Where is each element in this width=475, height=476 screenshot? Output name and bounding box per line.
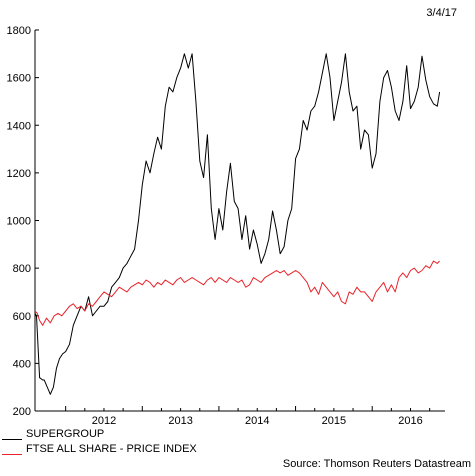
source-note: Source: Thomson Reuters Datastream (282, 458, 471, 470)
y-tick-label: 1200 (7, 168, 31, 180)
series-lines (34, 53, 441, 395)
y-tick-label: 1600 (7, 73, 31, 85)
legend-swatch-supergroup (2, 438, 22, 440)
y-tick-label: 1400 (7, 120, 31, 132)
y-tick-label: 1800 (7, 25, 31, 37)
x-tick-label: 2012 (92, 415, 116, 427)
y-tick-label: 200 (13, 406, 31, 418)
x-tick-labels: 2012 2013 2014 2015 2016 (92, 415, 423, 427)
chart-axes (34, 29, 445, 412)
x-tick-label: 2016 (398, 415, 422, 427)
legend-item-supergroup: SUPERGROUP (2, 428, 104, 440)
y-tick-label: 1000 (7, 216, 31, 228)
legend-label-supergroup: SUPERGROUP (26, 428, 105, 440)
x-tick-label: 2013 (168, 415, 192, 427)
y-tick-label: 600 (13, 311, 31, 323)
chart-date: 3/4/17 (426, 7, 457, 19)
x-tick-label: 2015 (322, 415, 346, 427)
series-line-ftse (34, 260, 440, 326)
legend-label-ftse: FTSE ALL SHARE - PRICE INDEX (26, 443, 197, 455)
legend-item-ftse: FTSE ALL SHARE - PRICE INDEX (2, 443, 197, 455)
series-line-supergroup (34, 53, 441, 395)
legend-swatch-ftse (2, 453, 22, 455)
x-tick-label: 2014 (245, 415, 269, 427)
y-tick-label: 800 (13, 263, 31, 275)
y-tick-labels: 200 400 600 800 1000 1200 1400 1600 1800 (7, 25, 31, 418)
y-tick-label: 400 (13, 358, 31, 370)
